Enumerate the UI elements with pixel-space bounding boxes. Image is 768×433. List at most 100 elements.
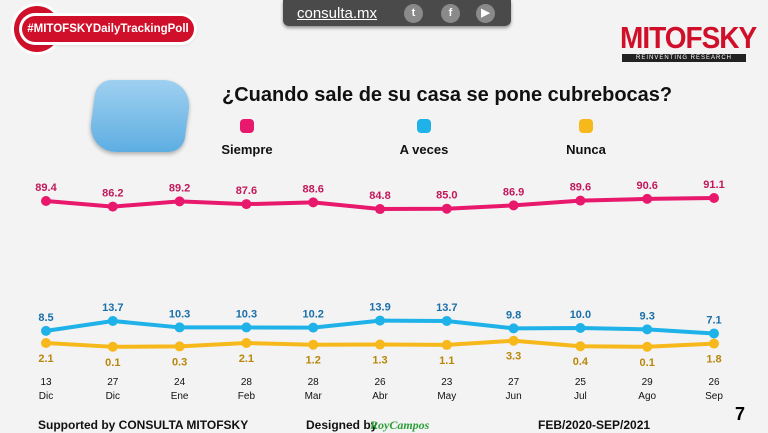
hashtag-badge: #MITOFSKYDailyTrackingPoll <box>22 16 194 42</box>
data-label-a-veces: 13.7 <box>436 302 457 314</box>
footer-supported: Supported by CONSULTA MITOFSKY <box>38 418 249 432</box>
data-point-siempre <box>642 193 653 204</box>
x-tick-label: 25 <box>575 377 587 388</box>
data-label-a-veces: 10.0 <box>570 309 591 321</box>
data-label-siempre: 87.6 <box>236 185 257 197</box>
data-label-a-veces: 13.9 <box>369 302 390 314</box>
data-point-a-veces <box>709 328 719 339</box>
data-point-nunca <box>375 339 385 350</box>
data-label-nunca: 1.8 <box>706 354 721 366</box>
footer-designer: RoyCampos <box>370 418 430 432</box>
x-tick-label: 27 <box>508 377 520 388</box>
x-tick-label: 28 <box>308 377 320 388</box>
x-tick-label: 28 <box>241 377 253 388</box>
data-point-nunca <box>41 338 51 349</box>
legend-siempre: Siempre <box>221 142 273 157</box>
data-label-nunca: 0.1 <box>640 357 655 369</box>
data-point-a-veces <box>308 322 319 333</box>
data-label-nunca: 3.3 <box>506 351 521 363</box>
data-label-siempre: 91.1 <box>703 179 724 191</box>
x-tick-label: Feb <box>238 391 256 402</box>
legend-siempre-marker <box>240 119 254 133</box>
data-label-nunca: 0.1 <box>105 357 120 369</box>
data-label-a-veces: 10.2 <box>302 309 323 321</box>
data-label-nunca: 2.1 <box>239 353 254 365</box>
brand-logo: MITOFSKY <box>620 20 757 55</box>
data-point-nunca <box>508 335 519 346</box>
data-point-nunca <box>575 341 586 352</box>
data-point-siempre <box>107 201 118 212</box>
data-point-nunca <box>174 341 185 352</box>
x-tick-label: Jul <box>574 391 587 402</box>
data-label-nunca: 1.2 <box>306 355 321 367</box>
data-point-siempre <box>709 193 719 204</box>
data-point-nunca <box>308 339 319 350</box>
data-label-nunca: 0.4 <box>573 356 589 368</box>
data-point-siempre <box>375 204 385 215</box>
data-point-nunca <box>709 338 719 349</box>
data-label-a-veces: 13.7 <box>102 302 123 314</box>
site-link[interactable]: consulta.mx <box>297 5 378 22</box>
data-point-a-veces <box>441 315 452 326</box>
data-label-nunca: 1.1 <box>439 355 454 367</box>
x-tick-label: Abr <box>372 391 388 402</box>
data-label-a-veces: 9.3 <box>640 310 655 322</box>
data-label-nunca: 2.1 <box>38 353 53 365</box>
x-tick-label: Dic <box>39 391 53 402</box>
facebook-icon[interactable]: f <box>441 4 460 23</box>
data-point-a-veces <box>642 324 653 335</box>
legend-nunca-marker <box>579 119 593 133</box>
data-point-a-veces <box>575 323 586 333</box>
x-tick-label: Jun <box>506 391 522 402</box>
data-label-a-veces: 7.1 <box>706 315 721 327</box>
x-tick-label: 26 <box>708 377 720 388</box>
data-label-siempre: 85.0 <box>436 190 457 202</box>
page-number: 7 <box>735 404 746 424</box>
data-point-siempre <box>575 195 586 206</box>
x-tick-label: Ago <box>638 391 656 402</box>
chart-title: ¿Cuando sale de su casa se pone cubreboc… <box>222 84 673 106</box>
data-point-siempre <box>308 197 319 208</box>
x-tick-label: 24 <box>174 377 186 388</box>
x-tick-label: May <box>437 391 456 402</box>
data-label-a-veces: 10.3 <box>169 308 190 320</box>
data-label-siempre: 90.6 <box>636 180 657 192</box>
data-label-siempre: 86.9 <box>503 186 524 198</box>
data-point-nunca <box>441 339 452 350</box>
legend-nunca: Nunca <box>566 142 606 157</box>
brand-tagline: REINVENTING RESEARCH <box>622 54 746 62</box>
data-label-a-veces: 10.3 <box>236 308 257 320</box>
x-tick-label: 29 <box>642 377 654 388</box>
data-point-a-veces <box>41 325 51 336</box>
footer-period: FEB/2020-SEP/2021 <box>538 418 651 432</box>
data-point-siempre <box>241 199 252 210</box>
x-tick-label: Ene <box>171 391 189 402</box>
x-tick-label: 23 <box>441 377 453 388</box>
data-label-siempre: 89.4 <box>35 182 57 194</box>
x-tick-label: 26 <box>374 377 386 388</box>
legend-aveces: A veces <box>399 142 449 157</box>
data-label-siempre: 89.6 <box>570 182 591 194</box>
data-label-siempre: 88.6 <box>302 183 323 195</box>
footer-designed: Designed by <box>306 418 378 432</box>
data-point-a-veces <box>508 323 519 334</box>
data-point-siempre <box>441 203 452 214</box>
data-label-siempre: 84.8 <box>369 190 390 202</box>
x-tick-label: 13 <box>40 377 52 388</box>
data-label-nunca: 0.3 <box>172 356 187 368</box>
data-point-nunca <box>642 341 653 352</box>
data-point-nunca <box>241 338 252 349</box>
data-label-a-veces: 9.8 <box>506 309 521 321</box>
data-label-a-veces: 8.5 <box>38 312 53 324</box>
top-bar: consulta.mx t f ▶ <box>283 0 511 26</box>
data-point-a-veces <box>375 315 385 326</box>
twitter-icon[interactable]: t <box>404 4 423 23</box>
data-label-nunca: 1.3 <box>372 355 387 367</box>
data-point-siempre <box>41 196 51 206</box>
data-point-siempre <box>508 200 519 211</box>
youtube-icon[interactable]: ▶ <box>476 4 495 23</box>
data-point-a-veces <box>107 315 118 326</box>
data-label-siempre: 86.2 <box>102 188 123 200</box>
legend-aveces-marker <box>417 119 431 133</box>
